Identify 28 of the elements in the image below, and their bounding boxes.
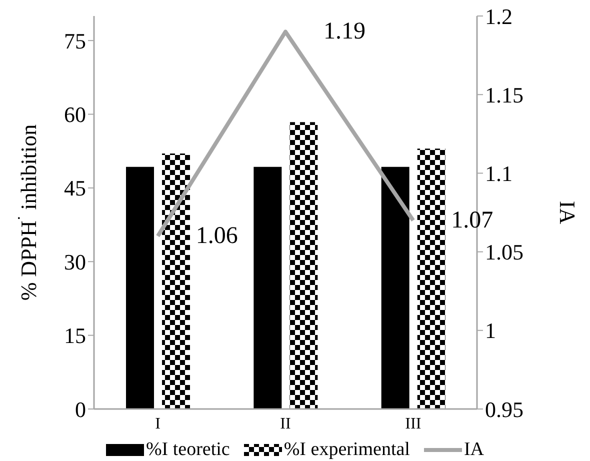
y2-tick-label: 1.1 bbox=[485, 161, 512, 186]
y2-tick-label: 1.15 bbox=[485, 82, 524, 108]
y-tick-label: 15 bbox=[64, 323, 86, 348]
x-tick-label: II bbox=[280, 415, 291, 432]
y-tick-label: 45 bbox=[64, 176, 86, 201]
y2-tick-label: 1.2 bbox=[485, 4, 512, 29]
legend-label: IA bbox=[464, 439, 484, 461]
data-label: 1.19 bbox=[324, 18, 366, 45]
y-tick-label: 30 bbox=[64, 249, 86, 274]
y-tick-label: 75 bbox=[64, 28, 86, 54]
data-label: 1.06 bbox=[196, 223, 238, 250]
y2-tick-label: 0.95 bbox=[485, 396, 524, 422]
y-tick-label: 60 bbox=[64, 102, 86, 128]
x-tick-label: I bbox=[155, 415, 160, 432]
legend-label: %I teoretic bbox=[146, 439, 230, 461]
y2-axis-title: IA bbox=[556, 200, 580, 224]
x-tick-label: III bbox=[405, 415, 422, 432]
bar bbox=[126, 166, 154, 409]
y-tick-label: 0 bbox=[75, 396, 86, 422]
bar bbox=[417, 148, 446, 409]
bar bbox=[381, 166, 410, 409]
y2-tick-label: 1 bbox=[485, 318, 496, 344]
data-label: 1.07 bbox=[451, 207, 494, 234]
bar bbox=[290, 122, 318, 409]
legend-label: %I experimental bbox=[284, 439, 410, 461]
bar bbox=[162, 154, 190, 409]
bar bbox=[254, 166, 282, 409]
y2-tick-label: 1.05 bbox=[485, 240, 524, 265]
